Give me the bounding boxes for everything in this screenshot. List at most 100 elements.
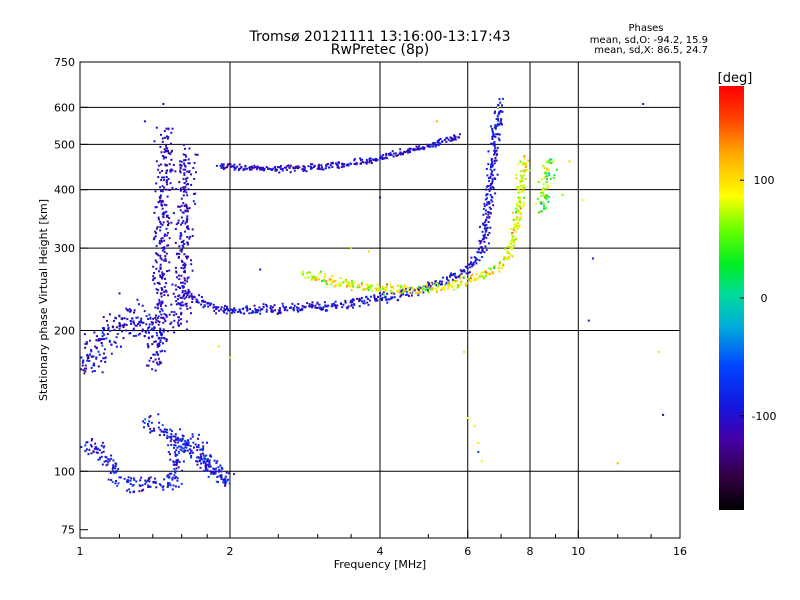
scatter-point [126,318,129,321]
scatter-point [101,371,104,374]
scatter-point [126,479,129,482]
scatter-point [153,429,156,432]
scatter-point [185,291,188,294]
scatter-point [223,311,226,314]
y-tick-label: 100 [54,465,75,478]
scatter-point [163,250,166,253]
scatter-point [431,288,434,291]
scatter-point [365,162,368,165]
scatter-point [382,287,384,290]
scatter-point [512,244,515,247]
scatter-point [151,321,154,324]
scatter-point [166,195,169,198]
scatter-point [215,480,218,483]
scatter-point [491,170,494,173]
scatter-point [177,219,180,222]
scatter-point [174,471,177,474]
scatter-point [85,448,88,451]
scatter-point [183,159,185,162]
scatter-point [501,123,503,126]
scatter-point [158,421,161,424]
scatter-point [172,212,175,215]
scatter-point [107,460,110,463]
scatter-point [254,307,257,310]
scatter-point [507,256,510,259]
scatter-point [293,304,296,307]
scatter-point [485,185,488,188]
scatter-point [162,215,165,218]
scatter-point [193,193,195,195]
scatter-point [316,302,319,305]
scatter-point [158,300,161,303]
scatter-point [220,474,223,477]
scatter-point [156,253,159,256]
scatter-point [179,163,182,166]
scatter-point [291,302,294,305]
scatter-point [161,185,164,188]
scatter-point [172,484,175,487]
scatter-point [182,220,185,223]
scatter-point [493,149,496,152]
scatter-point [347,282,350,285]
scatter-point [340,284,342,287]
scatter-point [490,158,493,160]
scatter-point [350,303,353,306]
scatter-point [465,272,468,275]
scatter-point [258,306,261,309]
scatter-point [179,302,182,305]
scatter-point [309,305,312,308]
scatter-point [495,118,498,120]
scatter-point [185,320,188,323]
scatter-point [316,307,319,309]
scatter-point [497,106,499,109]
scatter-point [181,296,184,299]
scatter-point [174,463,177,466]
scatter-point [297,167,299,170]
scatter-point [206,468,209,471]
scatter-point [101,335,104,338]
scatter-point [358,305,361,308]
scatter-point [487,213,490,216]
scatter-point [191,298,194,300]
scatter-point [438,138,441,141]
scatter-point [482,213,485,216]
scatter-point [209,304,212,307]
scatter-point [219,464,222,467]
scatter-point [80,446,83,448]
scatter-point [166,330,169,333]
scatter-point [173,331,176,334]
scatter-point [167,152,170,154]
scatter-point [547,195,550,198]
colorbar [719,86,744,510]
scatter-point [482,277,485,279]
scatter-point [330,162,333,165]
scatter-point [87,453,90,456]
scatter-point [166,431,169,434]
scatter-point [162,321,165,324]
scatter-point [482,275,484,278]
scatter-point [493,168,496,171]
scatter-point [189,306,192,309]
scatter-point [90,439,93,442]
scatter-point [144,482,147,485]
scatter-point [365,158,368,161]
scatter-point [479,251,482,254]
scatter-point [209,454,212,457]
scatter-point [196,299,199,302]
scatter-point [184,449,187,452]
scatter-point [84,370,87,373]
scatter-point [337,161,340,164]
scatter-point [491,164,494,167]
scatter-point [179,167,182,170]
scatter-point [443,289,446,292]
scatter-point [276,313,279,315]
scatter-point [84,343,87,345]
scatter-point [112,459,115,462]
scatter-point [160,163,162,166]
scatter-point [182,186,185,189]
scatter-point [494,147,497,150]
scatter-point [233,311,236,314]
scatter-point [158,345,160,347]
scatter-point [407,287,410,289]
scatter-point [226,308,229,311]
